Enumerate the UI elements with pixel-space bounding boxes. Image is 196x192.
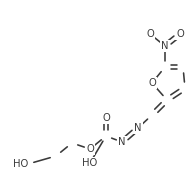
Text: O: O xyxy=(102,113,110,123)
Text: HO: HO xyxy=(13,159,28,169)
Text: N: N xyxy=(118,137,126,147)
Text: N: N xyxy=(161,41,169,51)
Text: O: O xyxy=(148,78,156,88)
Text: HO: HO xyxy=(82,158,98,168)
Text: O: O xyxy=(176,29,184,39)
Text: O: O xyxy=(146,29,154,39)
Text: O: O xyxy=(86,144,94,154)
Text: N: N xyxy=(134,123,142,133)
